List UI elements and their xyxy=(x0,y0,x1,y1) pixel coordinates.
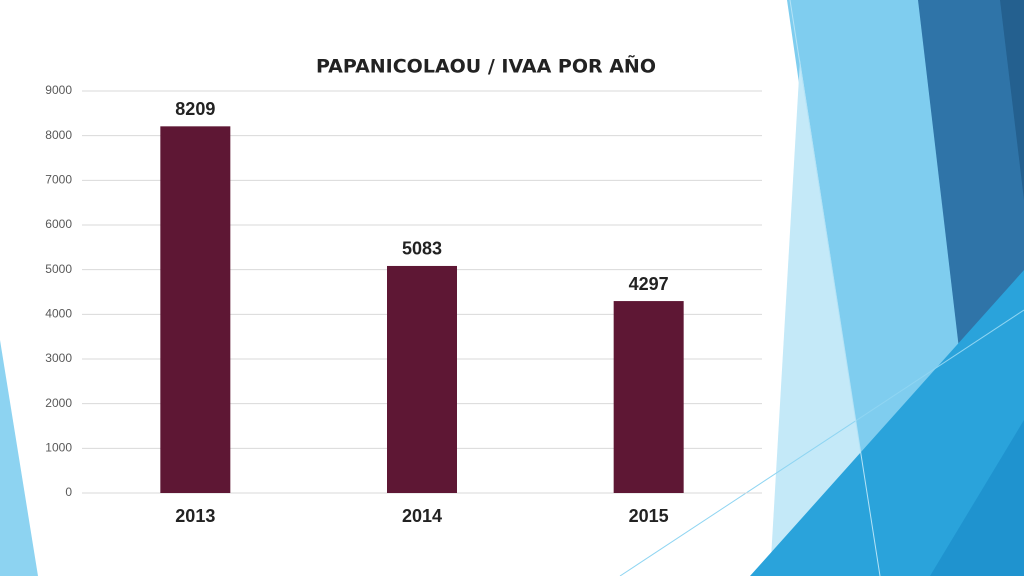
shape xyxy=(770,60,880,576)
left-shape xyxy=(0,340,38,576)
bar xyxy=(387,265,457,493)
bar xyxy=(160,126,231,494)
y-tick-label: 9000 xyxy=(45,83,72,97)
line xyxy=(789,0,881,576)
x-tick-label: 2015 xyxy=(629,506,669,526)
x-tick-label: 2013 xyxy=(175,506,215,526)
y-tick-label: 3000 xyxy=(45,351,72,365)
shape xyxy=(750,270,1024,576)
chart-title: PAPANICOLAOU / IVAA POR AÑO xyxy=(316,54,656,78)
shape xyxy=(1000,0,1024,200)
y-tick-label: 5000 xyxy=(45,262,72,276)
y-tick-label: 1000 xyxy=(45,441,72,455)
shape xyxy=(930,420,1024,576)
value-label: 8209 xyxy=(175,99,215,119)
value-label: 5083 xyxy=(402,239,442,259)
y-tick-label: 7000 xyxy=(45,173,72,187)
y-tick-label: 0 xyxy=(65,485,72,499)
y-tick-label: 4000 xyxy=(45,307,72,321)
bar xyxy=(613,301,684,493)
y-tick-label: 2000 xyxy=(45,396,72,410)
x-tick-label: 2014 xyxy=(402,506,442,526)
value-label: 4297 xyxy=(629,274,669,294)
line xyxy=(619,309,1024,576)
y-tick-label: 8000 xyxy=(45,128,72,142)
y-tick-label: 6000 xyxy=(45,217,72,231)
